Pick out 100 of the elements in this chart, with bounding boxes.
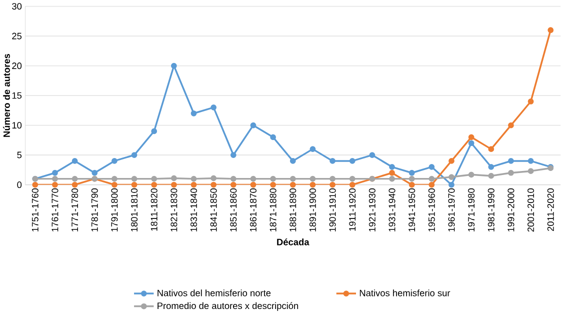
point bbox=[112, 182, 118, 188]
point bbox=[428, 164, 435, 170]
point bbox=[488, 146, 494, 152]
point bbox=[112, 158, 118, 164]
point bbox=[72, 176, 78, 182]
point bbox=[72, 158, 78, 164]
y-axis-title: Número de autores bbox=[3, 54, 10, 137]
x-tick-label: 1851-1860 bbox=[230, 188, 237, 232]
x-tick-label: 1981-1990 bbox=[488, 188, 494, 232]
point bbox=[250, 182, 256, 188]
x-tick-label: 1841-1850 bbox=[210, 188, 217, 232]
point bbox=[250, 176, 256, 182]
point bbox=[210, 104, 217, 110]
point bbox=[151, 128, 158, 134]
point bbox=[131, 176, 138, 182]
x-tick-label: 1811-1820 bbox=[150, 188, 158, 231]
x-tick-label: 1831-1840 bbox=[190, 188, 198, 232]
y-tick-label: 0 bbox=[17, 182, 22, 188]
point bbox=[310, 176, 316, 182]
point bbox=[230, 176, 236, 182]
point bbox=[389, 170, 395, 176]
point bbox=[349, 182, 356, 188]
point bbox=[548, 27, 554, 34]
point bbox=[528, 158, 534, 164]
point bbox=[468, 134, 474, 140]
point bbox=[349, 176, 356, 182]
point bbox=[508, 170, 514, 176]
point bbox=[131, 182, 138, 188]
x-tick-label: 1871-1880 bbox=[270, 188, 276, 232]
legend-label: Nativos hemisferio sur bbox=[360, 290, 450, 296]
point bbox=[508, 122, 514, 128]
y-tick-label: 5 bbox=[17, 152, 22, 158]
x-axis-title: Década bbox=[277, 238, 310, 246]
x-tick-label: 1751-1760 bbox=[32, 188, 38, 232]
x-tick-label: 1931-1940 bbox=[388, 188, 396, 232]
x-tick-label: 2011-2020 bbox=[547, 188, 554, 231]
point bbox=[230, 182, 236, 188]
x-tick-label: 1771-1780 bbox=[72, 188, 78, 232]
y-tick-label: 15 bbox=[12, 92, 22, 99]
point bbox=[369, 152, 376, 158]
point bbox=[508, 158, 514, 164]
x-tick-label: 1801-1810 bbox=[131, 188, 138, 232]
x-tick-label: 1991-2000 bbox=[508, 188, 514, 232]
point bbox=[428, 176, 435, 182]
point bbox=[190, 176, 197, 182]
point bbox=[131, 152, 138, 158]
x-tick-label: 1961-1970 bbox=[448, 188, 455, 232]
x-tick-label: 1921-1930 bbox=[368, 188, 376, 232]
point bbox=[190, 110, 197, 116]
point bbox=[528, 168, 534, 174]
point bbox=[290, 158, 296, 164]
point bbox=[488, 164, 494, 170]
point bbox=[528, 98, 534, 104]
x-tick-label: 1901-1910 bbox=[329, 188, 336, 232]
x-tick-label: 1881-1890 bbox=[290, 188, 296, 232]
y-tick-label: 30 bbox=[12, 3, 22, 10]
legend-label: Promedio de autores x descripción bbox=[158, 302, 298, 311]
point bbox=[270, 176, 276, 182]
point bbox=[488, 172, 494, 179]
point bbox=[408, 176, 415, 182]
point bbox=[270, 182, 276, 188]
point bbox=[170, 62, 177, 69]
point bbox=[310, 182, 316, 188]
point bbox=[330, 182, 336, 188]
point bbox=[428, 182, 435, 188]
point bbox=[190, 182, 197, 188]
point bbox=[210, 175, 217, 182]
x-tick-label: 2001-2010 bbox=[528, 188, 534, 232]
x-tick-label: 1911-1920 bbox=[349, 188, 356, 231]
point bbox=[389, 176, 395, 182]
point bbox=[151, 182, 158, 188]
point bbox=[250, 122, 256, 128]
point bbox=[170, 182, 177, 188]
point bbox=[230, 152, 236, 158]
x-tick-label: 1891-1900 bbox=[309, 188, 316, 232]
point bbox=[330, 158, 336, 164]
x-tick-label: 1861-1870 bbox=[250, 188, 256, 232]
point bbox=[170, 175, 177, 182]
point bbox=[468, 140, 474, 146]
x-tick-label: 1951-1960 bbox=[428, 188, 435, 232]
point bbox=[92, 170, 98, 176]
point bbox=[310, 146, 316, 152]
point bbox=[112, 176, 118, 182]
point bbox=[448, 174, 454, 180]
point bbox=[52, 176, 58, 182]
x-tick-label: 1791-1800 bbox=[111, 188, 118, 232]
point bbox=[408, 182, 415, 188]
point bbox=[330, 176, 336, 182]
legend-label: Nativos del hemisferio norte bbox=[158, 290, 271, 296]
point bbox=[52, 170, 58, 176]
point bbox=[151, 176, 158, 182]
point bbox=[210, 182, 217, 188]
x-tick-label: 1941-1950 bbox=[408, 188, 416, 232]
point bbox=[408, 170, 415, 176]
point bbox=[290, 182, 296, 188]
point bbox=[290, 176, 296, 182]
point bbox=[389, 164, 395, 170]
x-tick-label: 1971-1980 bbox=[468, 188, 475, 232]
x-tick-label: 1821-1830 bbox=[170, 188, 178, 232]
y-tick-label: 25 bbox=[12, 32, 22, 40]
